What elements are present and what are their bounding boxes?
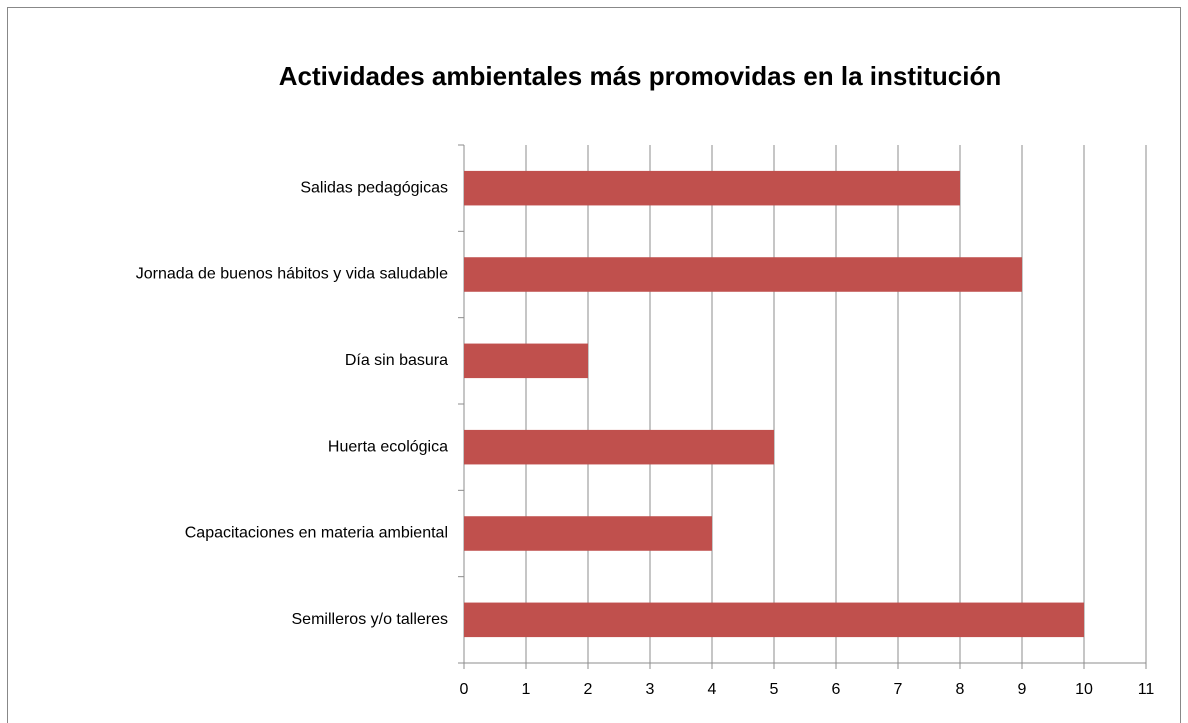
x-tick-label: 5 — [770, 681, 779, 698]
x-tick-label: 11 — [1138, 681, 1155, 698]
x-tick-label: 3 — [646, 681, 655, 698]
bar — [464, 602, 1084, 638]
bar — [464, 429, 774, 465]
y-tick-label: Salidas pedagógicas — [300, 179, 448, 196]
y-tick-label: Huerta ecológica — [328, 438, 448, 455]
y-tick-label: Capacitaciones en materia ambiental — [185, 525, 448, 542]
bar — [464, 257, 1022, 292]
x-tick-label: 7 — [894, 681, 903, 698]
x-tick-label: 0 — [460, 681, 469, 698]
x-tick-label: 9 — [1018, 681, 1027, 698]
bar — [464, 170, 960, 206]
x-tick-label: 2 — [584, 681, 593, 698]
bar — [464, 516, 712, 551]
x-tick-label: 10 — [1075, 681, 1093, 698]
chart-frame — [7, 7, 1181, 723]
x-tick-label: 8 — [956, 681, 965, 698]
x-tick-label: 1 — [522, 681, 531, 698]
x-tick-label: 4 — [708, 681, 717, 698]
y-tick-label: Semilleros y/o talleres — [292, 611, 449, 628]
x-tick-label: 6 — [832, 681, 841, 698]
chart-title: Actividades ambientales más promovidas e… — [279, 61, 1001, 91]
bar — [464, 343, 588, 379]
y-tick-label: Día sin basura — [345, 352, 448, 369]
y-tick-label: Jornada de buenos hábitos y vida saludab… — [136, 266, 448, 283]
